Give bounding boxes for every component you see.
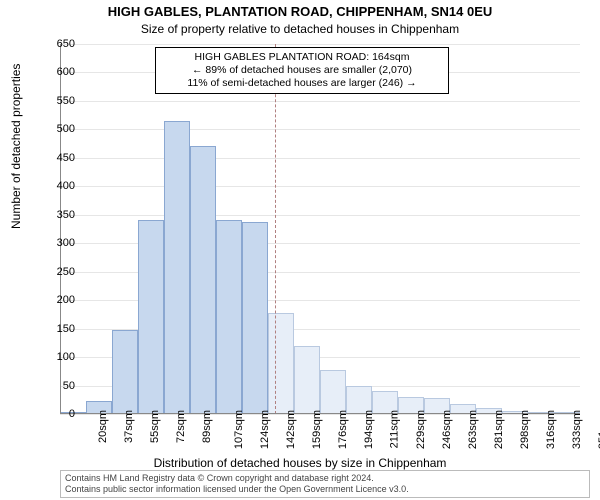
x-tick-label: 107sqm <box>233 410 245 449</box>
marker-line <box>275 44 276 414</box>
annotation-line1: HIGH GABLES PLANTATION ROAD: 164sqm <box>162 51 442 64</box>
gridline-h <box>60 215 580 216</box>
x-tick-label: 229sqm <box>415 410 427 449</box>
annotation-line3: 11% of semi-detached houses are larger (… <box>162 77 442 90</box>
gridline-h <box>60 158 580 159</box>
histogram-bar <box>216 220 242 414</box>
histogram-bar <box>138 220 164 414</box>
x-tick-label: 281sqm <box>493 410 505 449</box>
x-tick-label: 176sqm <box>337 410 349 449</box>
x-tick-label: 159sqm <box>311 410 323 449</box>
y-tick-label: 250 <box>35 266 75 278</box>
x-tick-label: 194sqm <box>363 410 375 449</box>
x-axis-title: Distribution of detached houses by size … <box>0 456 600 470</box>
x-tick-label: 211sqm <box>388 410 400 448</box>
y-tick-label: 200 <box>35 294 75 306</box>
histogram-bar <box>294 346 320 414</box>
footer: Contains HM Land Registry data © Crown c… <box>60 470 590 498</box>
x-tick-label: 333sqm <box>571 410 583 449</box>
x-tick-label: 246sqm <box>441 410 453 449</box>
histogram-bar <box>320 370 346 414</box>
histogram-bar <box>112 330 138 414</box>
footer-box: Contains HM Land Registry data © Crown c… <box>60 470 590 498</box>
y-tick-label: 50 <box>35 380 75 392</box>
annotation-box: HIGH GABLES PLANTATION ROAD: 164sqm ← 89… <box>155 47 449 94</box>
y-tick-label: 150 <box>35 323 75 335</box>
y-tick-label: 400 <box>35 180 75 192</box>
x-tick-label: 55sqm <box>149 410 161 443</box>
x-tick-label: 89sqm <box>201 410 213 443</box>
annotation-line2: ← 89% of detached houses are smaller (2,… <box>162 64 442 77</box>
histogram-bar <box>268 313 294 414</box>
x-tick-label: 142sqm <box>285 410 297 449</box>
y-tick-label: 450 <box>35 152 75 164</box>
x-tick-label: 72sqm <box>175 410 187 443</box>
y-tick-label: 600 <box>35 66 75 78</box>
x-tick-label: 263sqm <box>467 410 479 449</box>
y-tick-label: 650 <box>35 38 75 50</box>
y-tick-label: 500 <box>35 123 75 135</box>
plot-area: HIGH GABLES PLANTATION ROAD: 164sqm ← 89… <box>60 44 580 414</box>
histogram-bar <box>242 222 268 414</box>
y-tick-label: 300 <box>35 237 75 249</box>
y-tick-label: 0 <box>35 408 75 420</box>
gridline-h <box>60 101 580 102</box>
x-tick-label: 298sqm <box>519 410 531 449</box>
x-tick-label: 37sqm <box>123 410 135 443</box>
gridline-h <box>60 44 580 45</box>
y-axis-title: Number of detached properties <box>9 64 23 229</box>
chart-subtitle: Size of property relative to detached ho… <box>0 22 600 36</box>
x-tick-label: 20sqm <box>97 410 109 443</box>
y-tick-label: 350 <box>35 209 75 221</box>
histogram-bar <box>190 146 216 414</box>
footer-line1: Contains HM Land Registry data © Crown c… <box>65 473 585 484</box>
histogram-bar <box>164 121 190 414</box>
chart-title: HIGH GABLES, PLANTATION ROAD, CHIPPENHAM… <box>0 4 600 19</box>
x-tick-label: 124sqm <box>259 410 271 449</box>
x-tick-label: 316sqm <box>545 410 557 449</box>
gridline-h <box>60 186 580 187</box>
gridline-h <box>60 129 580 130</box>
y-tick-label: 100 <box>35 351 75 363</box>
y-tick-label: 550 <box>35 95 75 107</box>
chart-container: HIGH GABLES, PLANTATION ROAD, CHIPPENHAM… <box>0 0 600 500</box>
footer-line2: Contains public sector information licen… <box>65 484 585 495</box>
